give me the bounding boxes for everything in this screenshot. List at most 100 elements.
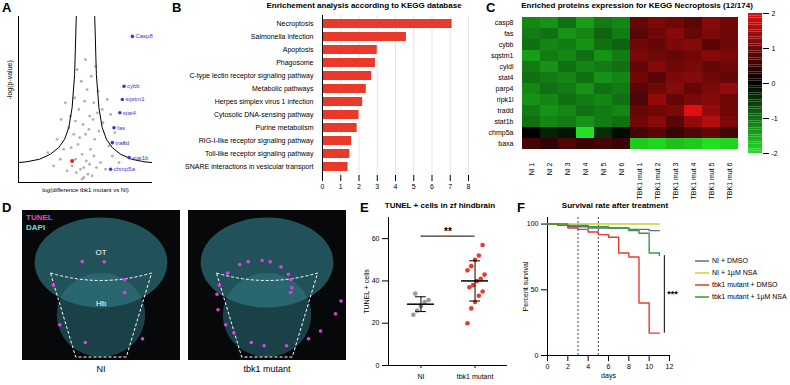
svg-text:TBK1 mut 1: TBK1 mut 1: [636, 162, 643, 199]
svg-text:days: days: [601, 372, 616, 380]
svg-text:stat1b: stat1b: [132, 155, 149, 161]
svg-text:NI 5: NI 5: [600, 162, 607, 175]
svg-text:50: 50: [531, 286, 539, 293]
svg-text:cybb: cybb: [127, 83, 140, 89]
svg-text:OT: OT: [95, 248, 106, 257]
svg-text:Necroptosis: Necroptosis: [277, 20, 314, 28]
svg-text:60: 60: [372, 235, 380, 242]
svg-text:parp4: parp4: [496, 85, 514, 93]
svg-text:0: 0: [535, 352, 539, 359]
svg-text:***: ***: [667, 289, 678, 299]
svg-text:casp8: casp8: [495, 19, 514, 27]
svg-text:NI: NI: [97, 364, 106, 374]
svg-text:SNARE interactions in vesicula: SNARE interactions in vesicular transpor…: [185, 163, 313, 171]
svg-text:C-type lectin receptor signali: C-type lectin receptor signaling pathway: [189, 72, 314, 80]
html-text:Enrichement analysis according: Enrichement analysis according to KEGG d…: [266, 1, 462, 10]
svg-text:0: 0: [546, 363, 550, 370]
svg-text:cyldl: cyldl: [499, 63, 513, 71]
svg-text:10: 10: [645, 363, 653, 370]
svg-text:20: 20: [372, 319, 380, 326]
svg-text:fas: fas: [117, 125, 125, 131]
svg-text:tradd: tradd: [115, 140, 129, 146]
svg-text:TBK1 mut 5: TBK1 mut 5: [708, 162, 715, 199]
svg-text:-log(p-value): -log(p-value): [6, 60, 14, 99]
svg-text:NI 4: NI 4: [582, 162, 589, 175]
svg-text:4: 4: [394, 183, 398, 190]
svg-text:stat4: stat4: [123, 110, 137, 116]
svg-text:8: 8: [627, 363, 631, 370]
svg-text:tbk1 mutant: tbk1 mutant: [243, 364, 291, 374]
html-text:NI + DMSO: NI + DMSO: [712, 257, 748, 264]
html-text:NI + 1µM NSA: NI + 1µM NSA: [712, 269, 758, 276]
html-text:B: B: [172, 0, 182, 15]
svg-text:TBK1 mut 6: TBK1 mut 6: [726, 162, 733, 199]
svg-text:TBK1 mut 2: TBK1 mut 2: [654, 162, 661, 199]
svg-text:Salmonella infection: Salmonella infection: [251, 33, 314, 40]
html-text:TUNEL + cells in zf hindbrain: TUNEL + cells in zf hindbrain: [384, 201, 496, 210]
svg-text:tbk1 mutant: tbk1 mutant: [457, 373, 494, 380]
svg-text:40: 40: [372, 277, 380, 284]
svg-text:5: 5: [412, 183, 416, 190]
svg-text:7: 7: [448, 183, 452, 190]
svg-text:TBK1 mut 3: TBK1 mut 3: [672, 162, 679, 199]
svg-text:DAPI: DAPI: [26, 223, 45, 232]
svg-text:1: 1: [339, 183, 343, 190]
html-text:F: F: [517, 200, 525, 215]
svg-text:0: 0: [321, 183, 325, 190]
svg-text:Cytosolic DNA-sensing pathway: Cytosolic DNA-sensing pathway: [214, 111, 314, 119]
svg-text:ripk1l: ripk1l: [497, 96, 514, 104]
svg-text:log(difference tbk1 mutant vs: log(difference tbk1 mutant vs NI): [42, 187, 129, 193]
svg-text:2: 2: [357, 183, 361, 190]
svg-text:0: 0: [772, 80, 776, 87]
svg-text:Casp8: Casp8: [135, 33, 153, 39]
svg-text:chmp5a: chmp5a: [489, 129, 514, 137]
svg-text:8: 8: [467, 183, 471, 190]
svg-text:12: 12: [666, 363, 674, 370]
svg-text:stat1b: stat1b: [494, 118, 513, 125]
svg-text:Herpes simplex virus 1 infecti: Herpes simplex virus 1 infection: [215, 98, 314, 106]
svg-text:sqstm1: sqstm1: [491, 52, 514, 60]
html-text:D: D: [2, 200, 12, 215]
html-text:tbk1 mutant + DMSO: tbk1 mutant + DMSO: [712, 281, 778, 288]
svg-text:2: 2: [772, 10, 776, 17]
svg-text:fas: fas: [504, 30, 514, 37]
svg-text:NI 6: NI 6: [618, 162, 625, 175]
svg-text:0: 0: [376, 362, 380, 369]
svg-text:chmp5a: chmp5a: [114, 166, 136, 172]
html-text:Enriched proteins expression f: Enriched proteins expression for KEGG Ne…: [521, 1, 753, 10]
svg-text:4: 4: [586, 363, 590, 370]
svg-text:NI 1: NI 1: [528, 162, 535, 175]
svg-text:1: 1: [772, 45, 776, 52]
svg-text:Hb: Hb: [96, 299, 107, 308]
svg-text:TUNEL: TUNEL: [26, 213, 53, 222]
svg-text:TBK1 mut 4: TBK1 mut 4: [690, 162, 697, 199]
svg-text:NI 2: NI 2: [546, 162, 553, 175]
svg-text:Phagosome: Phagosome: [276, 59, 313, 67]
svg-text:2: 2: [566, 363, 570, 370]
svg-text:**: **: [444, 226, 452, 237]
svg-text:Apoptosis: Apoptosis: [283, 46, 314, 54]
svg-text:Metabolic pathways: Metabolic pathways: [252, 85, 314, 93]
svg-text:baxa: baxa: [498, 140, 513, 147]
html-text:E: E: [360, 200, 369, 215]
svg-text:100: 100: [527, 220, 539, 227]
html-text:C: C: [486, 0, 496, 15]
svg-text:NI 3: NI 3: [564, 162, 571, 175]
svg-text:stat4: stat4: [498, 74, 513, 81]
svg-text:-1: -1: [772, 115, 778, 122]
svg-text:sqstm1: sqstm1: [125, 96, 145, 102]
svg-text:Toll-like receptor signaling p: Toll-like receptor signaling pathway: [205, 150, 314, 158]
svg-text:6: 6: [607, 363, 611, 370]
svg-text:Purine metabolism: Purine metabolism: [256, 124, 314, 131]
html-text:Survival rate after treatment: Survival rate after treatment: [561, 201, 669, 210]
svg-text:NI: NI: [417, 373, 424, 380]
svg-text:Percent survival: Percent survival: [522, 261, 529, 311]
svg-text:3: 3: [375, 183, 379, 190]
svg-text:TUNEL + cells: TUNEL + cells: [363, 269, 370, 314]
svg-text:-2: -2: [772, 150, 778, 157]
svg-text:6: 6: [430, 183, 434, 190]
svg-text:cybb: cybb: [499, 41, 514, 49]
html-text:A: A: [2, 0, 12, 15]
svg-text:tradd: tradd: [498, 107, 514, 114]
svg-text:RIG-I-like receptor signaling: RIG-I-like receptor signaling pathway: [199, 137, 314, 145]
